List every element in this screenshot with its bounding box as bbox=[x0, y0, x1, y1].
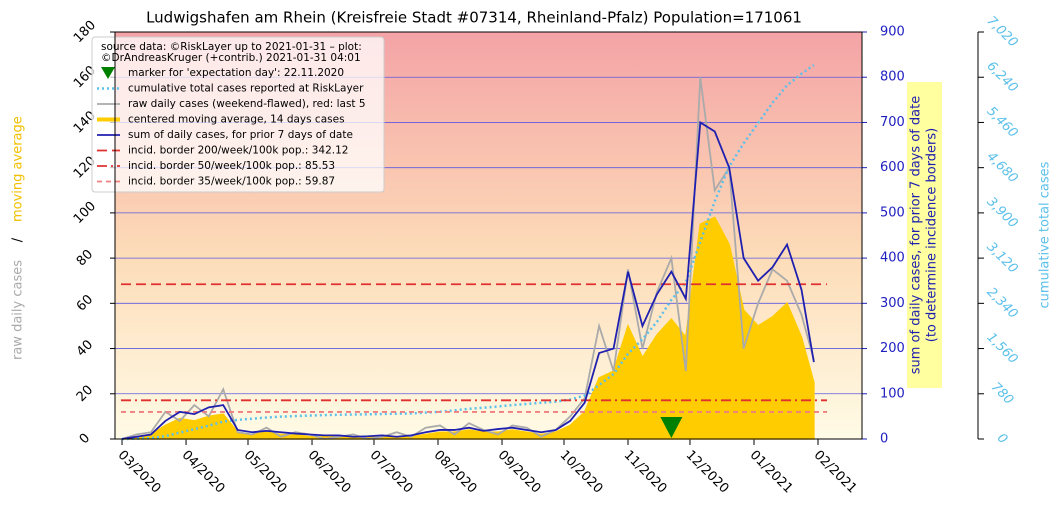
y3-tick-label: 3,900 bbox=[984, 194, 1021, 231]
legend-label: incid. border 50/week/100k pop.: 85.53 bbox=[128, 160, 335, 172]
legend-source: source data: ©RiskLayer up to 2021-01-31… bbox=[101, 41, 362, 53]
x-tick-label: 09/2020 bbox=[495, 448, 544, 497]
y3-tick-label: 2,340 bbox=[984, 285, 1021, 322]
legend-label: cumulative total cases reported at RiskL… bbox=[128, 83, 364, 95]
y-tick-label: 40 bbox=[74, 337, 96, 359]
x-tick-label: 12/2020 bbox=[683, 448, 732, 497]
y-label: raw daily cases bbox=[11, 260, 26, 360]
y3-tick-label: 780 bbox=[988, 380, 1016, 408]
y2-tick-label: 800 bbox=[880, 70, 905, 85]
legend-label: sum of daily cases, for prior 7 days of … bbox=[128, 129, 353, 141]
legend-label: raw daily cases (weekend-flawed), red: l… bbox=[128, 98, 366, 110]
y2-label: (to determine incidence borders) bbox=[925, 128, 940, 343]
legend-marker bbox=[101, 67, 115, 79]
legend-box bbox=[91, 36, 385, 193]
x-tick-label: 04/2020 bbox=[179, 448, 228, 497]
y-tick-label: 100 bbox=[71, 199, 99, 227]
y2-tick-label: 100 bbox=[880, 386, 905, 401]
y3-label: cumulative total cases bbox=[1038, 161, 1053, 308]
series-line bbox=[121, 77, 815, 440]
y2-tick-label: 700 bbox=[880, 115, 905, 130]
y-tick-label: 80 bbox=[74, 247, 96, 269]
x-tick-label: 01/2021 bbox=[747, 448, 796, 497]
expectation-marker bbox=[660, 417, 683, 438]
y3-tick-label: 6,240 bbox=[984, 59, 1021, 96]
y3-tick-label: 4,680 bbox=[984, 149, 1021, 186]
y3-tick-label: 1,560 bbox=[984, 330, 1021, 367]
x-tick-label: 11/2020 bbox=[621, 448, 670, 497]
y-label: / bbox=[11, 237, 26, 242]
x-tick-label: 10/2020 bbox=[557, 448, 606, 497]
y3-tick-label: 5,460 bbox=[984, 104, 1021, 141]
y2-tick-label: 0 bbox=[880, 432, 888, 447]
legend-source: ©DrAndreasKruger (+contrib.) 2021-01-31 … bbox=[101, 52, 361, 64]
x-tick-label: 03/2020 bbox=[115, 448, 164, 497]
x-tick-label: 06/2020 bbox=[305, 448, 354, 497]
x-tick-label: 08/2020 bbox=[431, 448, 480, 497]
legend-label: incid. border 35/week/100k pop.: 59.87 bbox=[128, 176, 335, 188]
y2-tick-label: 900 bbox=[880, 25, 905, 40]
plot-frame bbox=[114, 31, 863, 440]
y2-tick-label: 300 bbox=[880, 296, 905, 311]
y-tick-label: 0 bbox=[77, 431, 93, 447]
x-tick-label: 07/2020 bbox=[367, 448, 416, 497]
y3-tick-label: 0 bbox=[994, 431, 1010, 447]
x-tick-label: 05/2020 bbox=[241, 448, 290, 497]
y2-label: sum of daily cases, for prior 7 days of … bbox=[909, 96, 924, 375]
y2-tick-label: 500 bbox=[880, 205, 905, 220]
y-tick-label: 20 bbox=[74, 383, 96, 405]
y2-tick-label: 400 bbox=[880, 251, 905, 266]
x-tick-label: 02/2021 bbox=[811, 448, 860, 497]
y3-tick-label: 3,120 bbox=[984, 240, 1021, 277]
y2-label-box bbox=[907, 82, 942, 388]
legend-label: incid. border 200/week/100k pop.: 342.12 bbox=[128, 145, 348, 157]
y2-tick-label: 600 bbox=[880, 160, 905, 175]
chart-title: Ludwigshafen am Rhein (Kreisfreie Stadt … bbox=[146, 9, 802, 27]
y-label: moving average bbox=[11, 116, 26, 222]
y-tick-label: 60 bbox=[74, 292, 96, 314]
legend-label: centered moving average, 14 days cases bbox=[128, 114, 345, 126]
y2-tick-label: 200 bbox=[880, 341, 905, 356]
series-line bbox=[121, 120, 815, 440]
y3-tick-label: 7,020 bbox=[984, 14, 1021, 51]
legend-label: marker for 'expectation day': 22.11.2020 bbox=[128, 67, 344, 79]
